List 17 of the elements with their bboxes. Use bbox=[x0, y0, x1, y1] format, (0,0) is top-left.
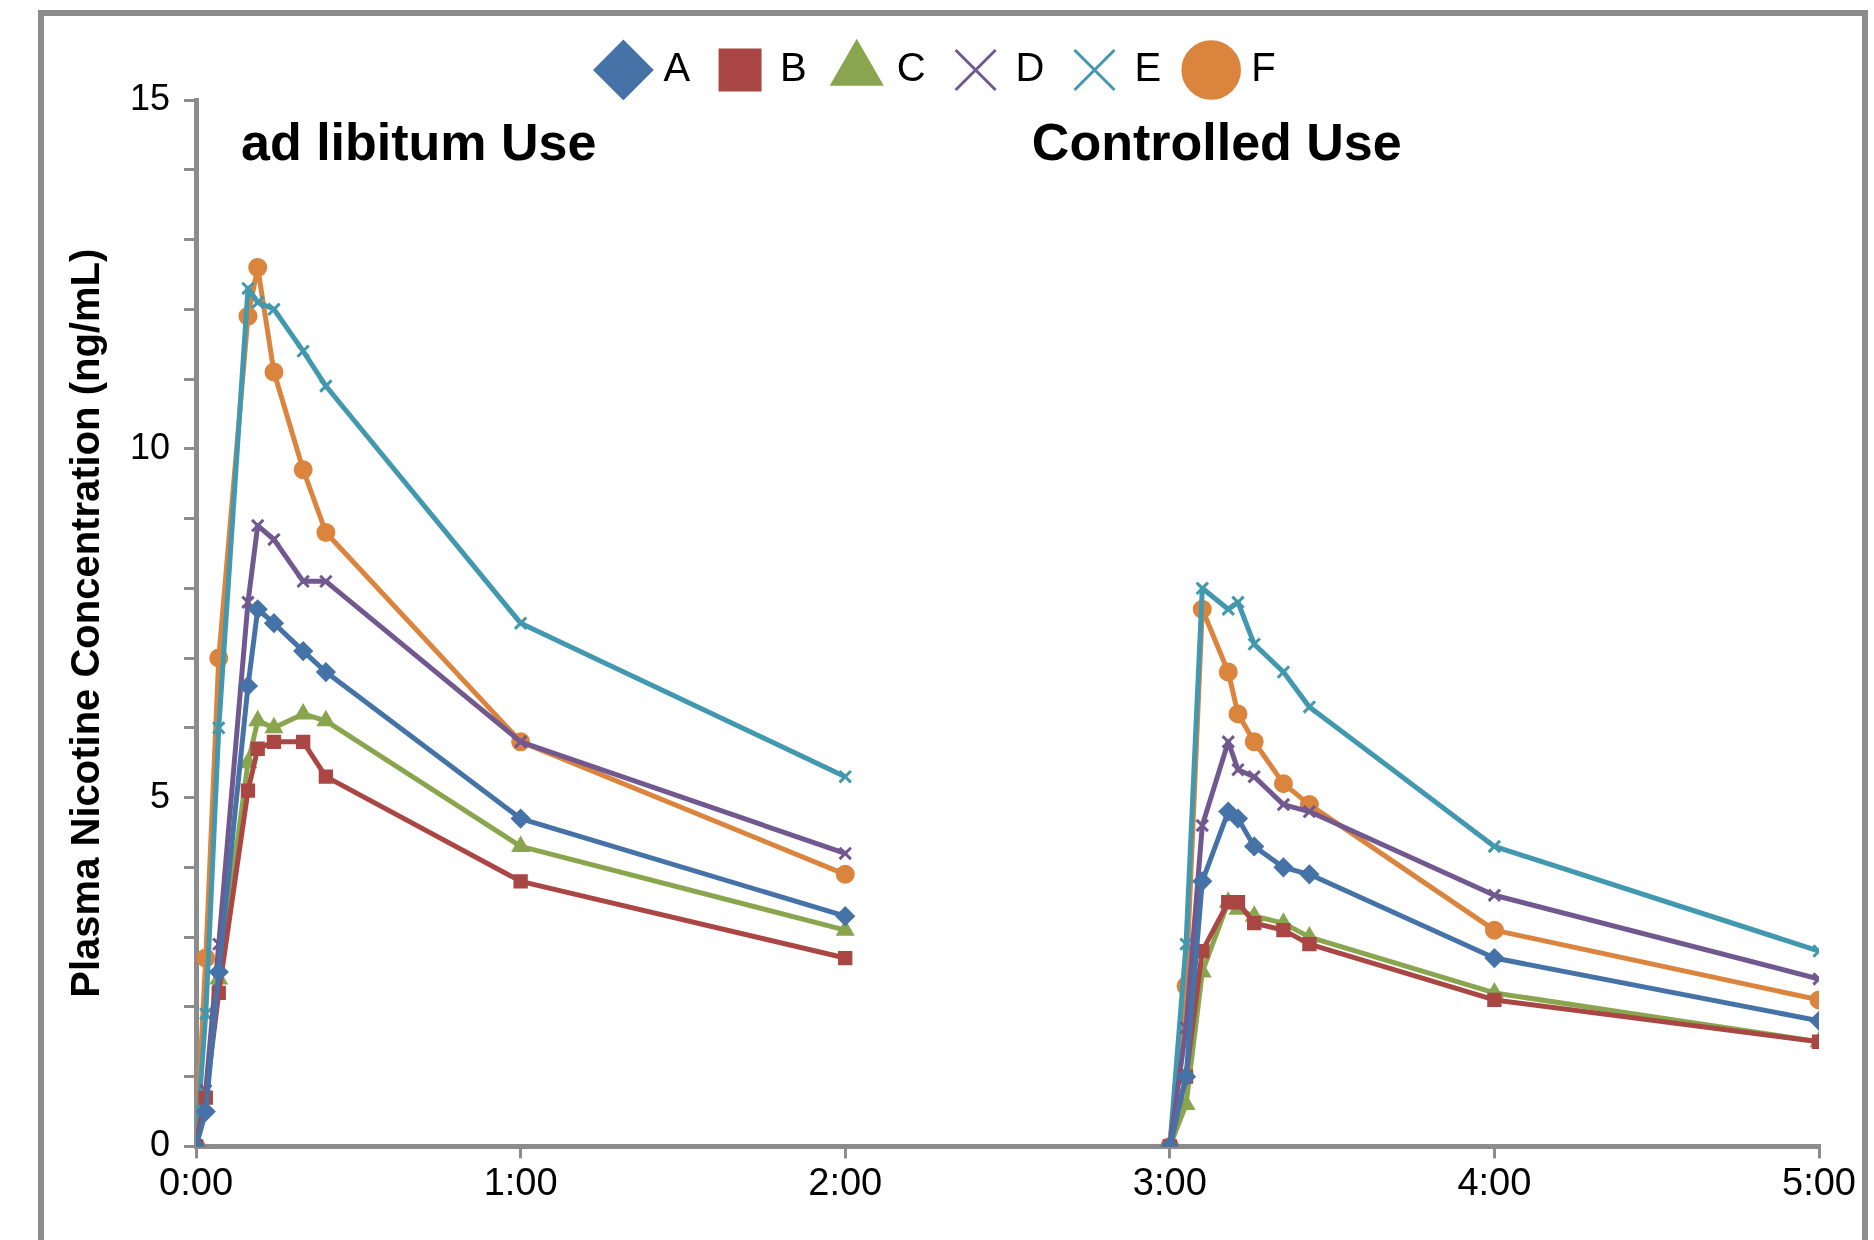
annotation: ad libitum Use bbox=[241, 113, 597, 172]
legend-label: B bbox=[780, 45, 807, 90]
annotation: Controlled Use bbox=[1031, 113, 1402, 172]
x-tick-label: 3:00 bbox=[1132, 1160, 1207, 1203]
y-axis-title: Plasma Nicotine Concentration (ng/mL) bbox=[63, 248, 108, 998]
x-tick-label: 4:00 bbox=[1457, 1160, 1532, 1203]
legend-label: D bbox=[1015, 45, 1045, 90]
y-tick-label: 15 bbox=[130, 76, 171, 118]
legend-label: E bbox=[1134, 45, 1162, 90]
legend-label: C bbox=[896, 45, 926, 90]
y-tick-label: 5 bbox=[150, 774, 171, 816]
x-tick-label: 2:00 bbox=[808, 1160, 883, 1203]
y-tick-label: 10 bbox=[130, 425, 171, 467]
x-tick-label: 5:00 bbox=[1782, 1160, 1856, 1203]
legend-label: F bbox=[1251, 45, 1276, 90]
x-tick-label: 1:00 bbox=[483, 1160, 558, 1203]
legend-label: A bbox=[663, 45, 691, 90]
